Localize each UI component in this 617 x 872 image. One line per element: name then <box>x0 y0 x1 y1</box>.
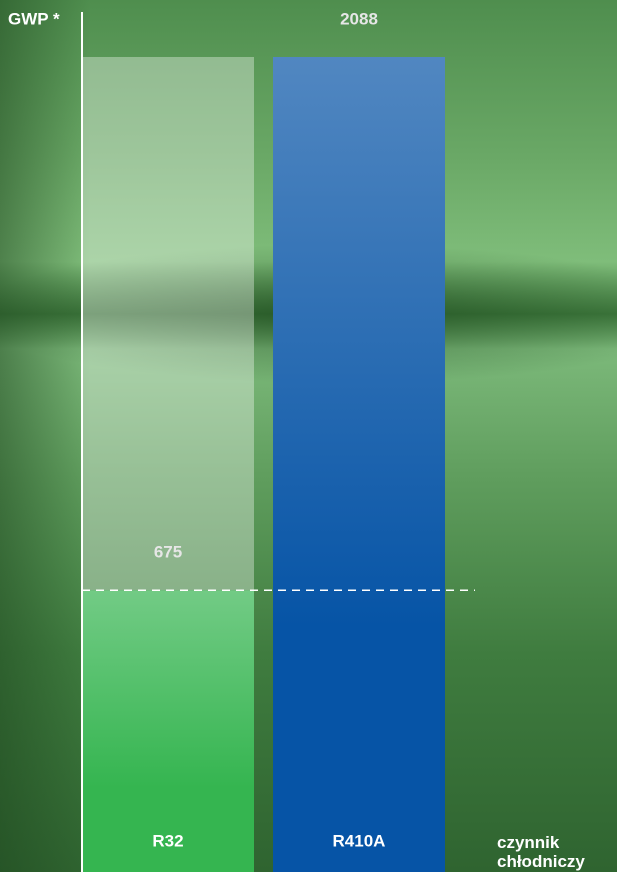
value-label: 675 <box>154 543 182 562</box>
x-axis-label: czynnik chłodniczy <box>497 833 617 871</box>
x-tick-label: R32 <box>152 831 183 850</box>
x-tick-label: R410A <box>333 831 386 850</box>
bar <box>82 590 254 872</box>
bar-ghost <box>82 57 254 590</box>
page: GWP * 675 R32 2088 R410A czynnik chłodniczy… <box>0 0 617 872</box>
y-axis-label: GWP * <box>8 9 60 28</box>
value-label: 2088 <box>340 9 378 28</box>
bar <box>273 57 445 872</box>
chart: GWP * 675 R32 2088 R410A <box>0 0 617 872</box>
